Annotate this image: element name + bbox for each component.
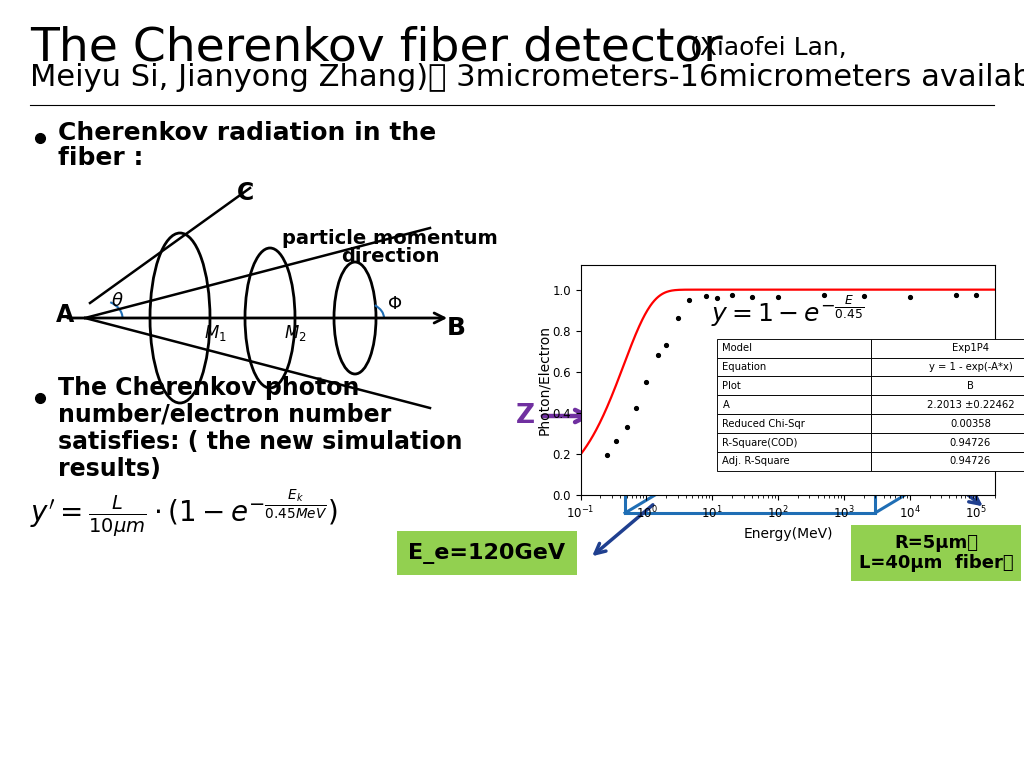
Text: 0.94726: 0.94726	[950, 456, 991, 466]
Text: Cherenkov radiation in the: Cherenkov radiation in the	[58, 121, 436, 145]
Text: $y' = \frac{L}{10\mu m} \cdot (1 - e^{-\frac{E_k}{0.45MeV}})$: $y' = \frac{L}{10\mu m} \cdot (1 - e^{-\…	[30, 488, 338, 538]
Text: Adj. R-Square: Adj. R-Square	[723, 456, 791, 466]
Text: A: A	[56, 303, 74, 327]
Text: fiber :: fiber :	[58, 146, 143, 170]
Text: $\theta$: $\theta$	[111, 292, 123, 310]
Polygon shape	[700, 385, 830, 461]
FancyBboxPatch shape	[718, 376, 870, 396]
Text: The Cherenkov fiber detector: The Cherenkov fiber detector	[30, 25, 723, 71]
Text: 0.00358: 0.00358	[950, 419, 991, 429]
FancyBboxPatch shape	[718, 452, 870, 471]
Ellipse shape	[819, 385, 841, 461]
Text: $y = 1 - e^{-\frac{E}{0.45}}$: $y = 1 - e^{-\frac{E}{0.45}}$	[712, 293, 864, 329]
Text: E_e=120GeV: E_e=120GeV	[409, 542, 565, 564]
Text: $M_2$: $M_2$	[284, 323, 306, 343]
FancyBboxPatch shape	[870, 414, 1024, 433]
FancyBboxPatch shape	[718, 358, 870, 376]
Text: y = 1 - exp(-A*x): y = 1 - exp(-A*x)	[929, 362, 1013, 372]
Text: B: B	[967, 381, 974, 391]
Text: R=5μm，
L=40μm  fiber。: R=5μm， L=40μm fiber。	[859, 534, 1014, 572]
Text: $M_1$: $M_1$	[204, 323, 226, 343]
Text: 0.94726: 0.94726	[950, 438, 991, 448]
FancyBboxPatch shape	[870, 396, 1024, 414]
Text: Model: Model	[723, 343, 753, 353]
Text: C: C	[237, 181, 254, 205]
Ellipse shape	[689, 385, 711, 461]
Text: Reduced Chi-Sqr: Reduced Chi-Sqr	[723, 419, 805, 429]
Text: x: x	[886, 414, 898, 432]
Text: $\Phi$: $\Phi$	[387, 295, 402, 313]
Text: B: B	[446, 316, 466, 340]
Text: The Cherenkov photon: The Cherenkov photon	[58, 376, 359, 400]
Text: A: A	[723, 400, 729, 410]
FancyBboxPatch shape	[718, 339, 870, 358]
Text: Z: Z	[876, 461, 889, 479]
Text: 2.2013 ±0.22462: 2.2013 ±0.22462	[927, 400, 1014, 410]
Text: Meiyu Si, Jianyong Zhang)： 3micrometers-16micrometers available: Meiyu Si, Jianyong Zhang)： 3micrometers-…	[30, 64, 1024, 92]
FancyBboxPatch shape	[718, 414, 870, 433]
FancyBboxPatch shape	[870, 376, 1024, 396]
Text: results): results)	[58, 457, 161, 481]
X-axis label: Energy(MeV): Energy(MeV)	[743, 528, 833, 541]
Text: (Xiaofei Lan,: (Xiaofei Lan,	[690, 36, 847, 60]
Text: R-Square(COD): R-Square(COD)	[723, 438, 798, 448]
Text: y: y	[840, 352, 852, 370]
Text: Exp1P4: Exp1P4	[952, 343, 989, 353]
FancyBboxPatch shape	[718, 396, 870, 414]
Text: number/electron number: number/electron number	[58, 403, 391, 427]
Text: Z: Z	[515, 403, 535, 429]
Text: direction: direction	[341, 247, 439, 266]
FancyBboxPatch shape	[870, 358, 1024, 376]
FancyBboxPatch shape	[870, 339, 1024, 358]
FancyBboxPatch shape	[870, 452, 1024, 471]
Y-axis label: Photon/Electron: Photon/Electron	[537, 325, 551, 435]
Text: Plot: Plot	[723, 381, 741, 391]
FancyBboxPatch shape	[718, 433, 870, 452]
Text: satisfies: ( the new simulation: satisfies: ( the new simulation	[58, 430, 463, 454]
Text: particle momentum: particle momentum	[283, 229, 498, 247]
FancyBboxPatch shape	[870, 433, 1024, 452]
Text: Equation: Equation	[723, 362, 767, 372]
